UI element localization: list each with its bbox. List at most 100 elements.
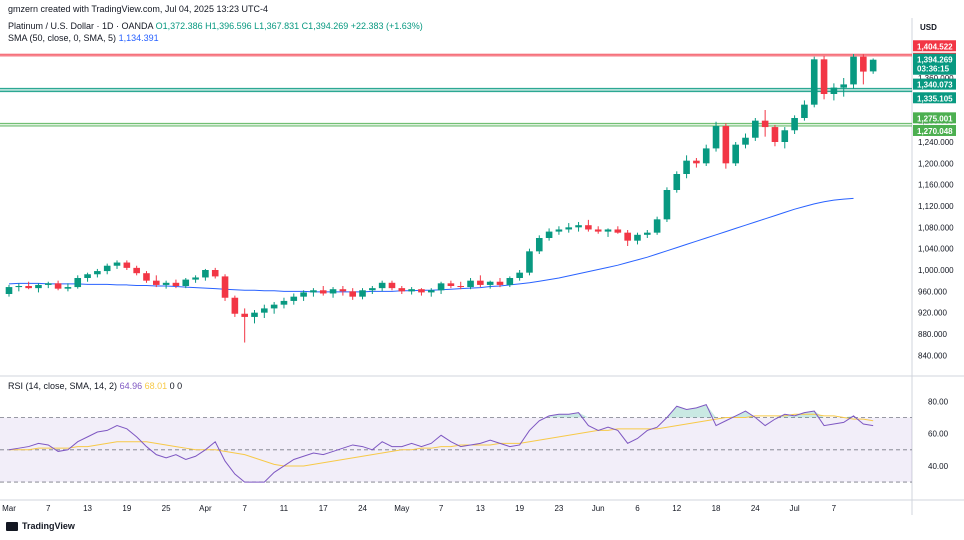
candle-body[interactable] (761, 120, 769, 128)
candle-body[interactable] (683, 160, 690, 174)
candle-body[interactable] (457, 286, 465, 288)
candle-body[interactable] (369, 288, 376, 291)
candle-body[interactable] (153, 280, 160, 285)
candle-body[interactable] (64, 287, 72, 289)
candle-body[interactable] (742, 137, 749, 145)
candle-body[interactable] (663, 190, 671, 220)
candle-body[interactable] (133, 267, 140, 274)
candle-body[interactable] (477, 280, 484, 285)
candle-body[interactable] (329, 289, 337, 294)
candle-body[interactable] (850, 56, 857, 85)
candle-body[interactable] (437, 283, 445, 291)
candle-body[interactable] (202, 270, 209, 278)
rsi-legend[interactable]: RSI (14, close, SMA, 14, 2) 64.96 68.01 … (8, 381, 182, 391)
candle-body[interactable] (270, 304, 278, 309)
candle-body[interactable] (585, 225, 592, 230)
candle-body[interactable] (810, 59, 818, 105)
candle-body[interactable] (54, 283, 62, 289)
price-tick-label: 1,160.000 (918, 181, 954, 190)
candle-body[interactable] (752, 120, 759, 138)
candle-body[interactable] (604, 229, 612, 232)
candle-body[interactable] (791, 118, 798, 131)
candle-body[interactable] (162, 282, 170, 285)
candle-body[interactable] (624, 232, 631, 241)
date-tick-label: 25 (162, 504, 171, 513)
candle-body[interactable] (241, 313, 248, 317)
candle-body[interactable] (722, 126, 730, 164)
candle-body[interactable] (378, 282, 386, 289)
date-tick-label: 24 (751, 504, 760, 513)
candle-body[interactable] (94, 271, 101, 275)
candle-body[interactable] (732, 144, 739, 164)
candle-body[interactable] (398, 288, 406, 292)
sma-legend[interactable]: SMA (50, close, 0, SMA, 5) 1,134.391 (8, 33, 159, 43)
candle-body[interactable] (555, 229, 563, 232)
candle-body[interactable] (820, 59, 828, 94)
candle-body[interactable] (644, 232, 651, 235)
candle-body[interactable] (653, 219, 661, 233)
candle-body[interactable] (44, 283, 52, 285)
symbol-name: Platinum / U.S. Dollar · 1D · OANDA (8, 21, 154, 31)
candle-body[interactable] (290, 296, 298, 301)
candle-body[interactable] (535, 238, 543, 252)
candle-body[interactable] (84, 274, 91, 278)
candle-body[interactable] (5, 287, 13, 294)
candle-body[interactable] (516, 272, 523, 278)
candle-body[interactable] (801, 104, 808, 118)
candle-body[interactable] (349, 291, 356, 297)
candle-body[interactable] (192, 277, 199, 280)
candle-body[interactable] (319, 290, 327, 294)
candle-body[interactable] (261, 308, 268, 313)
candle-body[interactable] (211, 270, 219, 277)
candle-body[interactable] (182, 279, 190, 286)
tradingview-logo[interactable]: TradingView (6, 521, 75, 531)
candle-body[interactable] (339, 289, 347, 292)
candle-body[interactable] (172, 282, 180, 286)
candle-body[interactable] (545, 231, 553, 238)
candle-body[interactable] (25, 286, 32, 289)
candle-body[interactable] (35, 284, 42, 289)
candle-body[interactable] (673, 174, 681, 190)
candle-body[interactable] (526, 251, 533, 273)
candle-body[interactable] (496, 281, 504, 285)
candle-body[interactable] (830, 87, 838, 94)
candle-body[interactable] (693, 160, 700, 164)
candle-body[interactable] (594, 229, 602, 232)
candle-body[interactable] (614, 229, 622, 233)
candle-body[interactable] (143, 273, 150, 281)
date-tick-label: 6 (635, 504, 640, 513)
candle-body[interactable] (280, 300, 288, 305)
candle-body[interactable] (123, 262, 131, 268)
candle-body[interactable] (575, 225, 582, 228)
candle-body[interactable] (467, 280, 474, 288)
candle-body[interactable] (506, 278, 514, 285)
candle-body[interactable] (781, 130, 789, 142)
candle-body[interactable] (251, 312, 258, 317)
candle-body[interactable] (712, 126, 720, 149)
candle-body[interactable] (840, 84, 847, 88)
candle-body[interactable] (860, 56, 867, 72)
candle-body[interactable] (486, 281, 494, 285)
candle-body[interactable] (113, 262, 121, 266)
candle-body[interactable] (300, 292, 307, 297)
candle-body[interactable] (359, 290, 366, 297)
candle-body[interactable] (408, 289, 415, 292)
candle-body[interactable] (447, 283, 455, 286)
candle-body[interactable] (869, 59, 877, 72)
candle-body[interactable] (634, 234, 641, 241)
candle-body[interactable] (310, 290, 317, 293)
candle-body[interactable] (427, 290, 435, 293)
currency-label[interactable]: USD (920, 23, 937, 32)
candle-body[interactable] (74, 278, 82, 288)
candle-body[interactable] (771, 127, 779, 142)
candle-body[interactable] (388, 282, 396, 289)
candle-body[interactable] (565, 227, 573, 230)
candle-body[interactable] (702, 148, 710, 164)
candle-body[interactable] (231, 297, 239, 314)
candle-body[interactable] (15, 286, 23, 288)
candle-body[interactable] (103, 265, 111, 272)
candle-body[interactable] (221, 276, 229, 298)
candle-body[interactable] (418, 289, 425, 293)
